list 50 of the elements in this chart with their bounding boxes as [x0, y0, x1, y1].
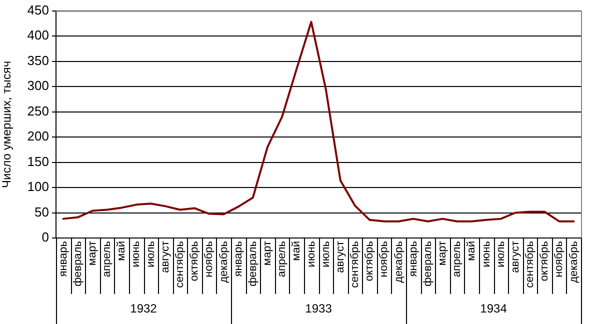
- x-tick-label: ноябрь: [553, 240, 566, 278]
- x-tick-label: июнь: [305, 240, 318, 268]
- y-tick-label: 400: [27, 28, 49, 43]
- y-tick-label: 50: [34, 204, 49, 220]
- x-tick-label: октябрь: [364, 240, 376, 282]
- x-tick-label: октябрь: [538, 240, 551, 282]
- x-tick-label: декабрь: [392, 240, 405, 283]
- x-tick-label: май: [290, 241, 303, 261]
- y-tick-label: 250: [27, 103, 49, 118]
- text: 1932: [130, 301, 158, 316]
- y-tick-label: 350: [27, 52, 49, 68]
- x-tick-label: ноябрь: [203, 240, 216, 278]
- x-tick-label: июль: [494, 240, 507, 268]
- x-tick-label: ноябрь: [378, 240, 390, 278]
- x-tick-label: сентябрь: [349, 240, 362, 288]
- text: 1934: [480, 301, 508, 316]
- y-tick-label: 450: [27, 2, 49, 18]
- x-tick-label: февраль: [72, 240, 84, 286]
- x-tick-label: март: [436, 241, 449, 266]
- x-tick-label: февраль: [246, 240, 259, 286]
- x-tick-label: март: [262, 241, 274, 266]
- y-tick-label: 200: [27, 128, 49, 144]
- y-tick-label: 100: [27, 179, 49, 194]
- x-tick-label: сентябрь: [174, 240, 186, 288]
- x-tick-label: январь: [57, 240, 70, 277]
- x-tick-label: сентябрь: [524, 240, 536, 288]
- x-tick-label: июнь: [130, 240, 142, 268]
- x-tick-label: май: [466, 241, 478, 261]
- x-tick-label: январь: [407, 240, 420, 277]
- x-tick-label: июль: [320, 240, 332, 268]
- y-tick-label: 300: [27, 78, 49, 94]
- x-tick-label: август: [159, 241, 172, 273]
- x-tick-label: апрель: [451, 240, 464, 278]
- x-tick-label: июнь: [480, 240, 492, 268]
- x-tick-label: август: [509, 241, 522, 273]
- text: 1933: [305, 301, 332, 316]
- y-tick-label: 0: [42, 230, 49, 245]
- x-tick-label: октябрь: [188, 240, 201, 282]
- x-tick-label: декабрь: [218, 240, 230, 283]
- x-tick-label: декабрь: [568, 240, 580, 283]
- x-tick-label: июль: [144, 240, 157, 268]
- x-tick-label: май: [116, 241, 128, 261]
- y-axis-title: Число умерших, тысяч: [0, 60, 14, 188]
- x-tick-label: февраль: [422, 240, 434, 286]
- x-tick-label: январь: [232, 240, 244, 277]
- x-tick-label: март: [86, 241, 98, 266]
- y-tick-label: 150: [27, 154, 49, 169]
- x-tick-label: апрель: [276, 240, 288, 278]
- x-tick-label: апрель: [101, 240, 114, 278]
- x-tick-label: август: [334, 241, 346, 273]
